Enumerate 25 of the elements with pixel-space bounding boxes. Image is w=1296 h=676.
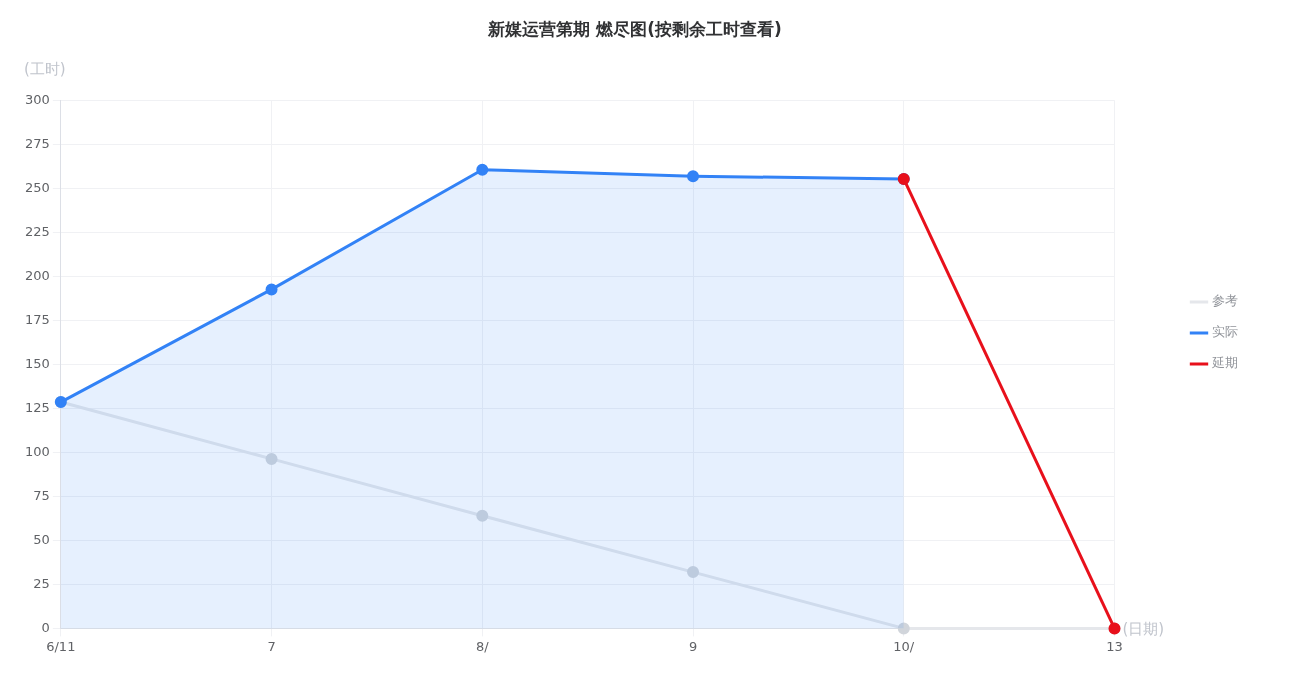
y-tick-label: 300 xyxy=(24,91,50,107)
x-tick-label: 13 xyxy=(1106,638,1123,654)
legend-label: 参考 xyxy=(1212,293,1238,309)
x-tick-label: 7 xyxy=(267,638,276,654)
y-tick-label: 250 xyxy=(24,179,50,195)
y-tick-label: 125 xyxy=(24,399,50,415)
y-tick-label: 50 xyxy=(33,531,50,547)
chart-title: 新媒运营第期 燃尽图(按剩余工时查看) xyxy=(487,18,782,39)
y-tick-label: 175 xyxy=(24,311,50,327)
y-tick-label: 275 xyxy=(24,135,50,151)
y-tick-label: 100 xyxy=(24,443,50,459)
x-tick-label: 9 xyxy=(688,638,698,654)
legend-label: 实际 xyxy=(1212,324,1238,340)
legend-label: 延期 xyxy=(1211,355,1238,371)
x-tick-label: 10/ xyxy=(893,638,915,654)
x-axis-title: (日期) xyxy=(1122,620,1165,639)
y-tick-label: 225 xyxy=(24,223,50,239)
y-tick-label: 0 xyxy=(41,619,50,635)
y-axis-title: (工时) xyxy=(24,60,66,79)
y-tick-label: 200 xyxy=(24,267,50,283)
y-tick-label: 150 xyxy=(24,355,50,371)
x-tick-label: 6/11 xyxy=(46,638,76,654)
y-tick-label: 75 xyxy=(33,487,50,503)
x-tick-label: 8/ xyxy=(475,638,490,654)
y-tick-label: 25 xyxy=(33,575,50,591)
